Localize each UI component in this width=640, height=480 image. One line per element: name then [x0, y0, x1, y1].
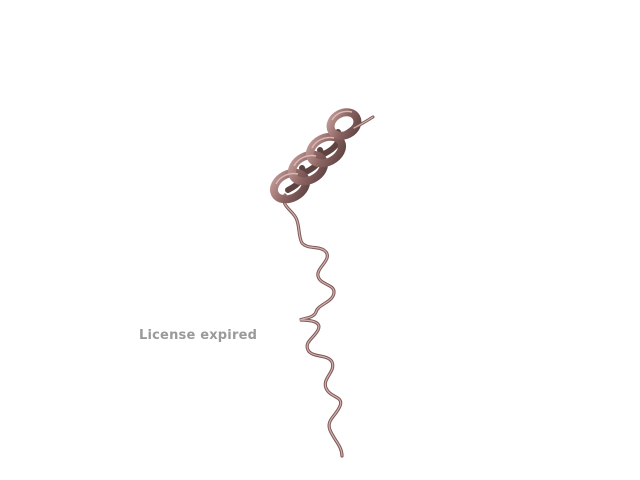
alpha-helix — [269, 108, 375, 204]
coil-segment — [282, 193, 344, 458]
license-watermark: License expired — [139, 328, 258, 343]
